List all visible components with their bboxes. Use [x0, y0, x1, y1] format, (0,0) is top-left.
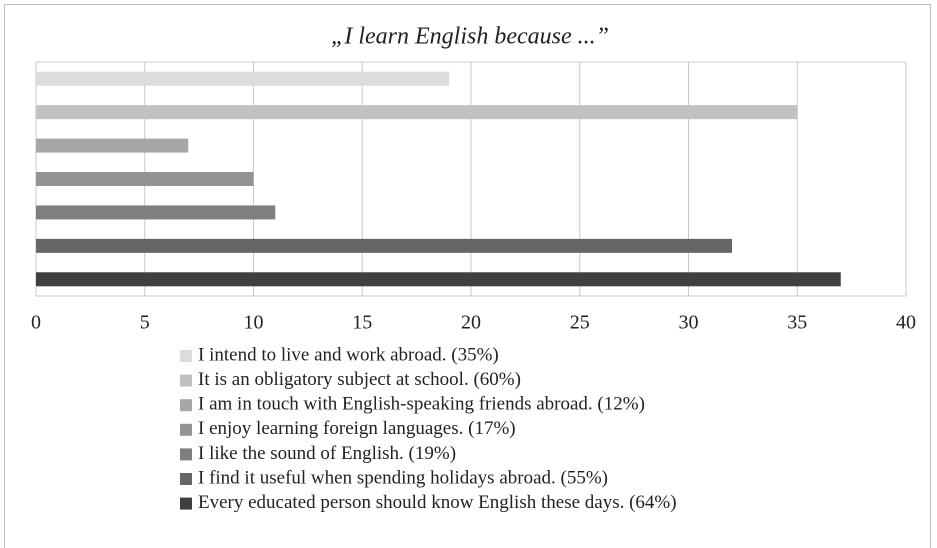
x-tick-label: 10 — [244, 312, 264, 334]
legend-label: It is an obligatory subject at school. (… — [198, 369, 521, 390]
legend-label: I find it useful when spending holidays … — [198, 467, 608, 488]
bar — [36, 138, 189, 153]
legend-swatch — [180, 399, 192, 412]
x-tick-label: 30 — [679, 312, 699, 334]
bar — [36, 238, 732, 253]
x-tick-label: 20 — [461, 312, 481, 334]
legend-label: I enjoy learning foreign languages. (17%… — [198, 418, 516, 439]
legend-swatch — [180, 473, 192, 485]
bar — [36, 205, 276, 220]
legend-swatch — [180, 423, 192, 436]
chart-title: „I learn English because ...” — [331, 24, 609, 50]
x-tick-label: 40 — [896, 312, 916, 334]
legend-swatch — [180, 374, 192, 387]
x-tick-label: 35 — [787, 312, 807, 334]
x-tick-label: 5 — [140, 312, 150, 334]
legend-label: Every educated person should know Englis… — [198, 492, 677, 513]
bar — [36, 105, 798, 120]
legend-swatch — [180, 350, 192, 362]
x-tick-label: 0 — [31, 312, 41, 334]
bar — [36, 172, 254, 186]
bar — [36, 272, 841, 287]
legend-swatch — [180, 497, 192, 510]
legend-label: I intend to live and work abroad. (35%) — [198, 344, 499, 365]
bar — [36, 71, 450, 86]
legend-label: I like the sound of English. (19%) — [198, 443, 456, 464]
legend-swatch — [180, 448, 192, 461]
x-tick-label: 25 — [570, 312, 590, 334]
legend-label: I am in touch with English-speaking frie… — [198, 394, 645, 415]
x-tick-label: 15 — [352, 312, 372, 334]
